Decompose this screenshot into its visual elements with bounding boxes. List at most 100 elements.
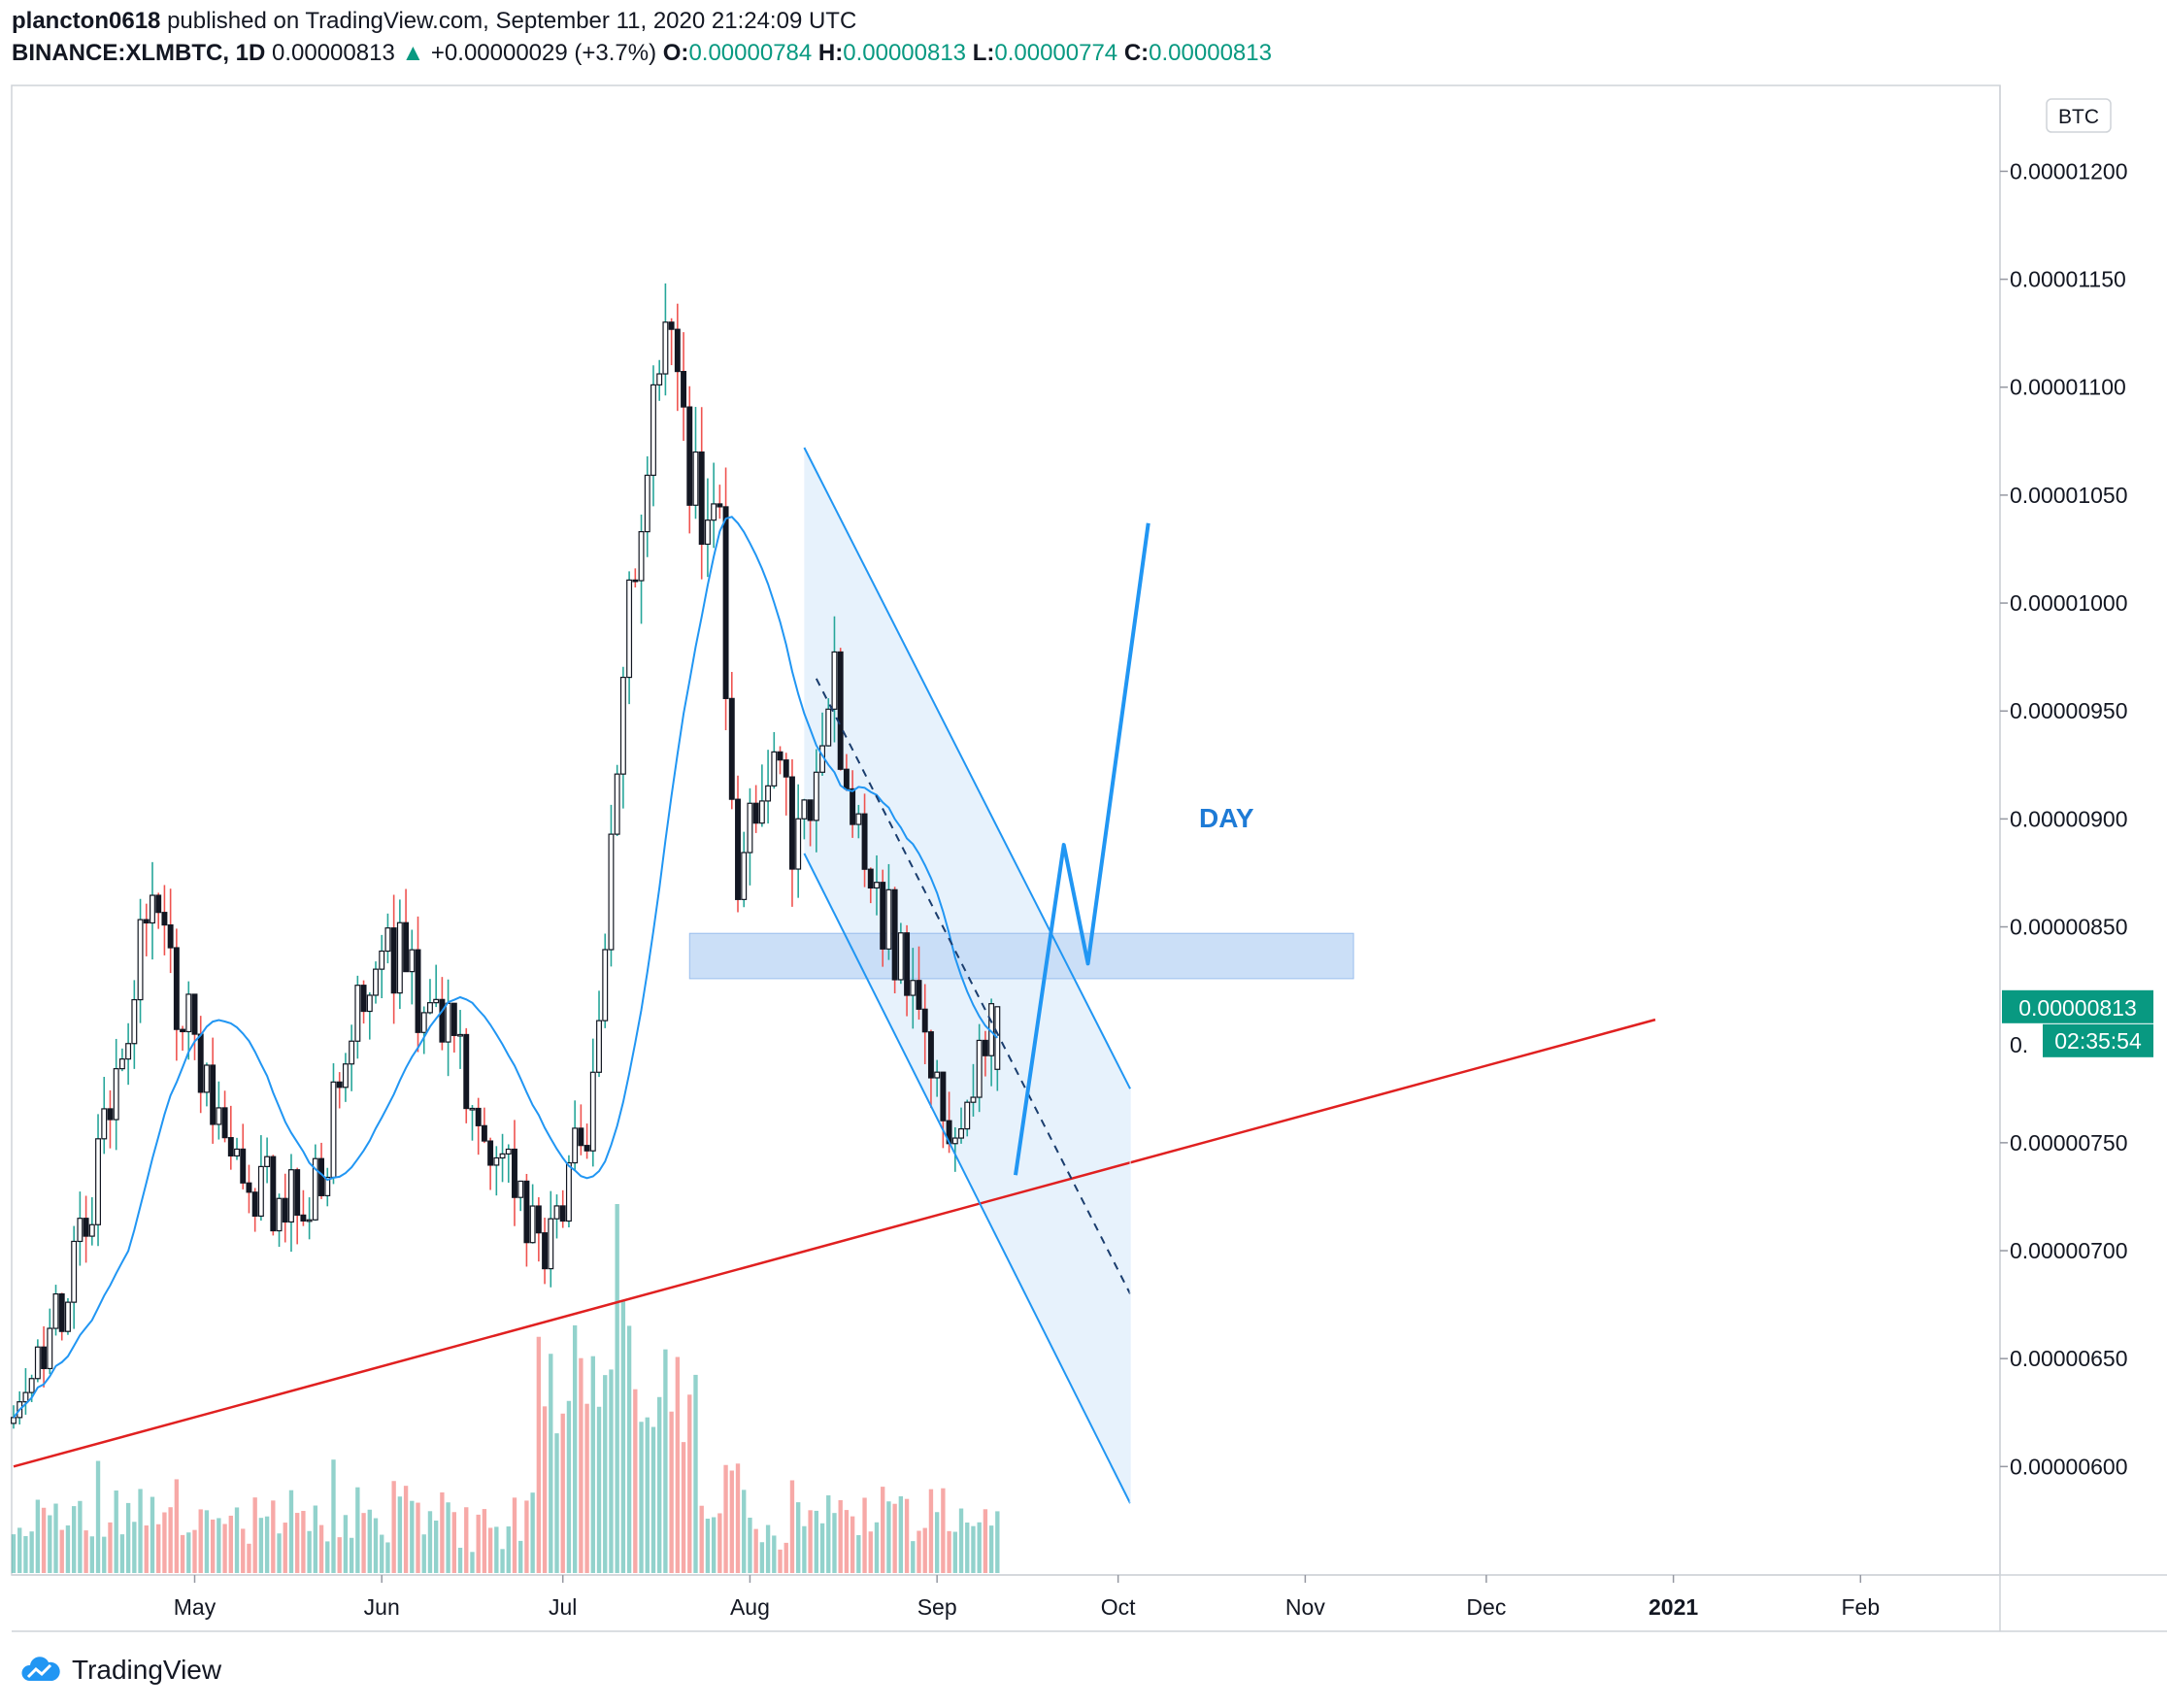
candle-body[interactable]	[457, 1033, 463, 1037]
candle-body[interactable]	[58, 1292, 65, 1332]
candle-body[interactable]	[602, 949, 609, 1021]
resistance-zone[interactable]	[688, 932, 1354, 980]
candle-body[interactable]	[512, 1148, 517, 1198]
candle-body[interactable]	[692, 451, 699, 506]
candle-body[interactable]	[850, 787, 856, 825]
candle-body[interactable]	[927, 1031, 934, 1079]
candle-body[interactable]	[312, 1157, 318, 1221]
candle-body[interactable]	[101, 1108, 108, 1140]
candle-body[interactable]	[559, 1205, 566, 1222]
candle-body[interactable]	[958, 1127, 964, 1139]
candle-body[interactable]	[11, 1417, 17, 1424]
candle-body[interactable]	[752, 802, 759, 824]
candle-body[interactable]	[722, 506, 729, 699]
candle-body[interactable]	[227, 1137, 234, 1157]
candle-body[interactable]	[52, 1292, 59, 1329]
candle-body[interactable]	[88, 1223, 95, 1237]
candle-body[interactable]	[499, 1153, 506, 1159]
candle-body[interactable]	[360, 985, 367, 1013]
candle-body[interactable]	[463, 1033, 470, 1110]
candle-body[interactable]	[294, 1169, 301, 1216]
channel-lower-line[interactable]	[803, 853, 1131, 1504]
candle-body[interactable]	[107, 1108, 114, 1121]
candle-body[interactable]	[644, 474, 650, 533]
candle-body[interactable]	[77, 1218, 83, 1243]
candle-body[interactable]	[324, 1176, 331, 1196]
candle-body[interactable]	[28, 1378, 35, 1393]
candle-body[interactable]	[650, 384, 656, 477]
candle-body[interactable]	[234, 1148, 240, 1157]
candle-body[interactable]	[608, 833, 615, 951]
candle-body[interactable]	[409, 949, 416, 973]
candle-body[interactable]	[837, 651, 844, 770]
candle-body[interactable]	[747, 802, 753, 854]
candle-body[interactable]	[318, 1157, 325, 1196]
candle-body[interactable]	[662, 321, 669, 375]
candle-body[interactable]	[788, 776, 795, 870]
candle-body[interactable]	[71, 1240, 78, 1303]
candle-body[interactable]	[861, 813, 868, 870]
candle-body[interactable]	[897, 932, 904, 981]
candle-body[interactable]	[813, 771, 819, 821]
candle-body[interactable]	[921, 1008, 928, 1033]
candle-body[interactable]	[349, 1040, 355, 1065]
channel-upper-line[interactable]	[803, 447, 1131, 1089]
candle-body[interactable]	[807, 799, 814, 821]
candle-body[interactable]	[686, 406, 693, 506]
candle-body[interactable]	[619, 676, 626, 775]
author-name[interactable]: plancton0618	[12, 8, 161, 34]
candle-body[interactable]	[542, 1232, 549, 1270]
candle-body[interactable]	[493, 1156, 500, 1166]
candle-body[interactable]	[548, 1218, 554, 1270]
candle-body[interactable]	[288, 1169, 294, 1223]
candle-body[interactable]	[137, 919, 144, 1001]
candle-body[interactable]	[379, 950, 385, 970]
candle-body[interactable]	[934, 1071, 941, 1079]
candle-body[interactable]	[131, 998, 138, 1045]
candle-body[interactable]	[433, 998, 440, 1004]
candle-body[interactable]	[366, 994, 373, 1013]
candle-body[interactable]	[191, 993, 198, 1035]
candle-body[interactable]	[47, 1327, 53, 1370]
candle-body[interactable]	[469, 1107, 476, 1111]
candle-body[interactable]	[475, 1107, 482, 1126]
candle-body[interactable]	[632, 579, 639, 583]
candle-body[interactable]	[885, 888, 892, 950]
candle-body[interactable]	[777, 751, 783, 761]
candle-body[interactable]	[970, 1096, 977, 1103]
candle-body[interactable]	[783, 759, 789, 778]
symbol-label[interactable]: BINANCE:XLMBTC, 1D	[12, 40, 266, 66]
candle-body[interactable]	[589, 1071, 596, 1152]
candle-body[interactable]	[185, 993, 192, 1033]
candle-body[interactable]	[300, 1214, 307, 1222]
candle-body[interactable]	[668, 321, 675, 330]
candle-body[interactable]	[439, 998, 446, 1043]
candle-body[interactable]	[143, 919, 150, 924]
candle-body[interactable]	[535, 1205, 542, 1234]
candle-body[interactable]	[257, 1165, 264, 1218]
candle-body[interactable]	[246, 1182, 252, 1193]
candle-body[interactable]	[681, 370, 687, 408]
candle-body[interactable]	[596, 1020, 602, 1073]
candle-body[interactable]	[276, 1197, 283, 1232]
candle-body[interactable]	[384, 927, 391, 953]
candle-body[interactable]	[450, 1002, 457, 1036]
candle-body[interactable]	[150, 894, 155, 924]
candle-body[interactable]	[674, 328, 681, 373]
candle-body[interactable]	[614, 773, 620, 835]
candle-body[interactable]	[203, 1064, 210, 1093]
candle-body[interactable]	[306, 1219, 313, 1222]
channel-mid-line[interactable]	[815, 678, 1131, 1294]
candle-body[interactable]	[765, 785, 772, 802]
candle-body[interactable]	[801, 799, 808, 820]
candle-body[interactable]	[698, 451, 705, 546]
candle-body[interactable]	[118, 1058, 125, 1070]
candle-body[interactable]	[210, 1064, 217, 1125]
support-trendline[interactable]	[13, 1018, 1656, 1468]
candle-body[interactable]	[964, 1101, 971, 1130]
candle-body[interactable]	[396, 921, 403, 994]
candle-body[interactable]	[487, 1140, 494, 1166]
candle-body[interactable]	[167, 923, 174, 949]
